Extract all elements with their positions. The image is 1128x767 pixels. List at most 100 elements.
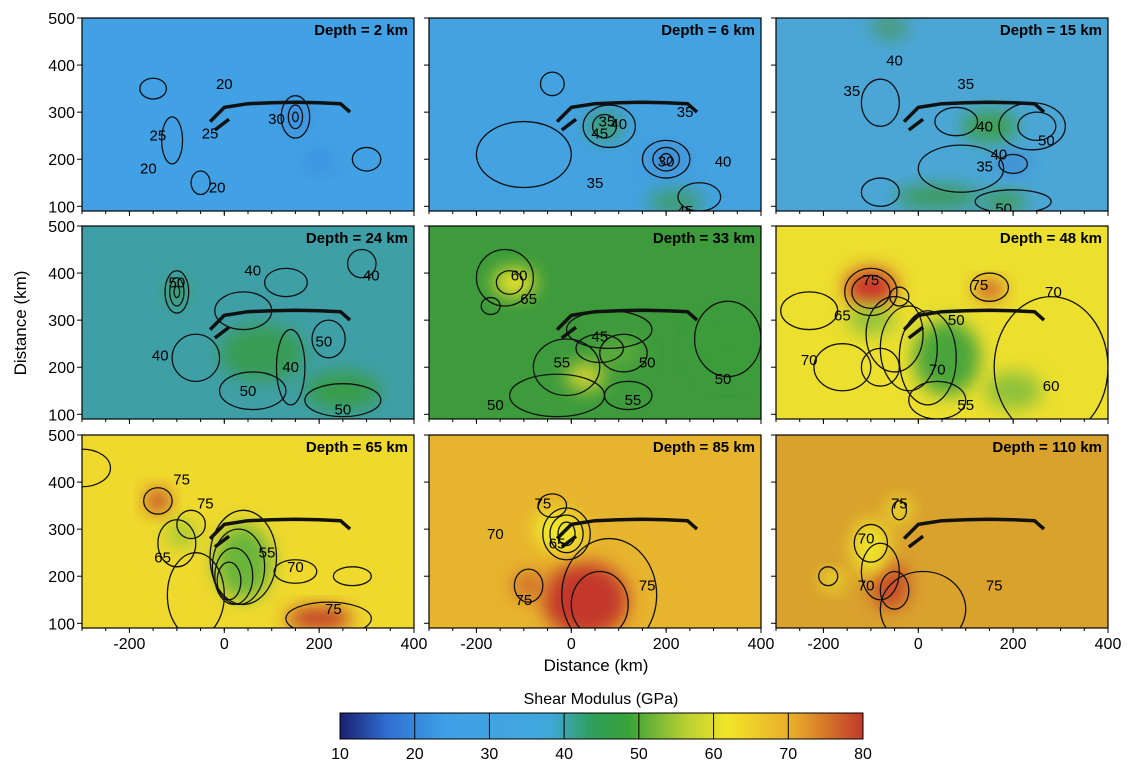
contour-label: 70 [801, 352, 818, 369]
fault-trace [208, 100, 352, 123]
contour-label: 60 [1043, 378, 1060, 395]
contour-label: 45 [591, 329, 608, 346]
contour-line [582, 104, 636, 149]
y-tick-label: 400 [48, 58, 75, 75]
contour-label: 40 [244, 263, 261, 280]
heat-blob [214, 524, 272, 600]
y-tick-label: 300 [48, 522, 75, 539]
contour-line [865, 295, 924, 373]
heat-blob [595, 341, 643, 365]
heat-blob [870, 18, 909, 40]
contour-label: 75 [863, 272, 880, 289]
contour-line [263, 267, 308, 298]
fault-trace-segment [213, 117, 231, 132]
contour-label: 75 [516, 592, 533, 609]
contour-line [998, 153, 1029, 174]
panel: 75 70 70 75 Depth = 110 km -200 0 200 400 [771, 434, 1121, 653]
panel: 50 40 40 40 50 40 50 50 Depth = 24 km 100 200 300 40… [48, 219, 415, 424]
contour-label: 50 [639, 355, 656, 372]
fault-trace [208, 308, 352, 331]
contour-line [513, 568, 544, 603]
panel-title: Depth = 24 km [306, 230, 408, 247]
x-tick-label: 400 [401, 636, 428, 653]
contour-label: 30 [268, 111, 285, 128]
heat-blob [542, 562, 629, 628]
heat-blob [694, 320, 761, 377]
contour-label: 40 [363, 267, 380, 284]
fault-trace-segment [560, 117, 578, 132]
contour-line [659, 152, 673, 166]
contour-line [475, 248, 534, 307]
contour-line [917, 144, 1005, 193]
contour-label: 25 [150, 128, 167, 145]
x-tick-label: 0 [567, 636, 576, 653]
contour-label: 50 [948, 312, 965, 329]
colorbar-title: Shear Modulus (GPa) [524, 691, 679, 708]
y-tick-label: 200 [48, 569, 75, 586]
contour-line [508, 373, 606, 418]
contour-line [599, 333, 648, 373]
y-tick-label: 400 [48, 475, 75, 492]
heat-blob [566, 362, 605, 391]
contour-label: 20 [140, 161, 157, 178]
heat-blob [281, 103, 310, 131]
contour-label: 55 [625, 392, 642, 409]
y-tick-label: 200 [48, 360, 75, 377]
contour-line [311, 319, 346, 359]
contour-line [969, 272, 1010, 302]
heat-blob [894, 185, 980, 209]
contour-label: 60 [511, 267, 528, 284]
contour-label: 40 [282, 359, 299, 376]
panel-background [82, 18, 414, 211]
contour-line [173, 285, 181, 299]
contour-label: 30 [658, 154, 675, 171]
contour-line [346, 248, 377, 279]
y-axis-title: Distance (km) [11, 271, 30, 376]
panel-title: Depth = 65 km [306, 439, 408, 456]
panel-title: Depth = 110 km [992, 439, 1102, 456]
contour-label: 50 [715, 371, 732, 388]
contour-label: 75 [972, 277, 989, 294]
heat-blob [493, 268, 536, 297]
x-tick-label: -200 [113, 636, 145, 653]
colorbar-tick-label: 70 [779, 746, 797, 763]
contour-line [860, 177, 900, 207]
panel-title: Depth = 15 km [1000, 22, 1102, 39]
fault-trace [555, 517, 699, 540]
contour-line [139, 77, 168, 100]
contour-line [641, 139, 691, 179]
contour-line [537, 493, 568, 519]
contour-line [844, 267, 898, 317]
panel-background [429, 226, 761, 419]
fault-trace-segment [907, 325, 925, 340]
contour-line [169, 277, 185, 307]
panel: 20 20 20 25 25 30 Depth = 2 km 100 200 300 400 500 [48, 11, 415, 216]
y-tick-label: 100 [48, 199, 75, 216]
contour-label: 65 [154, 549, 171, 566]
x-tick-label: 200 [1000, 636, 1027, 653]
heat-blob [960, 109, 1018, 143]
contour-label: 70 [858, 578, 875, 595]
colorbar-tick-label: 60 [705, 746, 723, 763]
heat-blob [975, 280, 1004, 299]
contour-line [860, 347, 900, 387]
panel: 75 75 70 65 50 70 70 60 55 Depth = 48 km [771, 225, 1109, 424]
panel-title: Depth = 2 km [314, 22, 408, 39]
colorbar-tick-label: 30 [481, 746, 499, 763]
fault-trace [555, 308, 699, 331]
contour-label: 55 [553, 355, 570, 372]
contour-line [287, 104, 304, 130]
contour-label: 20 [216, 76, 233, 93]
x-tick-label: 400 [748, 636, 775, 653]
heat-blob [821, 571, 845, 591]
contour-label: 50 [316, 333, 333, 350]
fault-trace [208, 517, 352, 540]
contour-line [480, 296, 501, 316]
panel-background [776, 18, 1108, 211]
contour-label: 50 [995, 201, 1012, 218]
contour-line [853, 523, 889, 563]
contour-label: 50 [240, 383, 257, 400]
x-tick-label: 0 [914, 636, 923, 653]
contour-label: 35 [976, 158, 993, 175]
